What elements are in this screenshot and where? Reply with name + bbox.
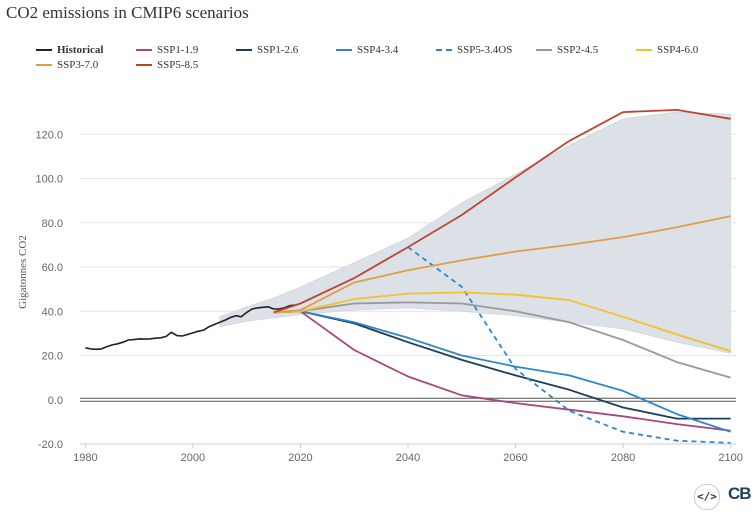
legend-swatch	[336, 49, 352, 52]
legend-item-ssp4-6-0[interactable]: SSP4-6.0	[636, 43, 736, 58]
x-axis-ticks: 1980 2000 2020 2040 2060 2080 2100	[73, 443, 743, 464]
legend-label: SSP3-7.0	[57, 59, 99, 71]
legend-item-ssp2-4-5[interactable]: SSP2-4.5	[536, 43, 636, 58]
y-axis-label: Gigatonnes CO2	[17, 235, 29, 309]
legend-swatch	[636, 49, 652, 52]
y-tick-label: 60.0	[42, 262, 63, 274]
legend-item-ssp1-1-9[interactable]: SSP1-1.9	[136, 43, 236, 58]
x-tick-label: 2020	[288, 452, 312, 464]
x-tick-label: 2080	[611, 452, 635, 464]
series-line-ssp3-7-0[interactable]	[273, 215, 731, 314]
series-line-ssp4-6-0[interactable]	[273, 291, 731, 352]
series-line-ssp2-4-5[interactable]	[273, 301, 731, 379]
y-tick-label: 80.0	[42, 218, 63, 230]
chart-title: CO2 emissions in CMIP6 scenarios	[6, 3, 249, 22]
legend-swatch	[136, 49, 152, 52]
legend-label: SSP1-1.9	[157, 44, 199, 56]
legend-swatch	[136, 64, 152, 67]
y-tick-label: 100.0	[35, 174, 63, 186]
x-tick-label: 1980	[73, 452, 97, 464]
uncertainty-band-group	[219, 111, 731, 354]
legend-item-historical[interactable]: Historical	[36, 43, 136, 58]
legend-swatch	[536, 49, 552, 52]
code-icon[interactable]: </>	[694, 484, 720, 510]
x-tick-label: 2100	[718, 452, 742, 464]
legend-label: SSP4-3.4	[357, 44, 399, 56]
legend-item-ssp4-3-4[interactable]: SSP4-3.4	[336, 43, 436, 58]
y-axis-ticks: -20.0 0.0 20.0 40.0 60.0 80.0 100.0 120.0	[35, 129, 63, 451]
series-line-ssp5-8-5[interactable]	[273, 109, 731, 314]
legend-item-ssp5-3-4os[interactable]: SSP5-3.4OS	[436, 43, 536, 58]
legend-swatch	[436, 49, 452, 52]
y-tick-label: 40.0	[42, 306, 63, 318]
legend-label: SSP2-4.5	[557, 44, 599, 56]
legend-label: SSP1-2.6	[257, 44, 299, 56]
series-line-historical[interactable]	[85, 304, 296, 351]
legend-label: SSP5-8.5	[157, 59, 199, 71]
cb-logo: CB	[728, 484, 752, 503]
zero-line-group	[80, 397, 736, 402]
y-tick-label: -20.0	[38, 439, 63, 451]
legend-label: Historical	[57, 44, 104, 56]
legend-label: SSP5-3.4OS	[457, 44, 513, 56]
y-tick-label: 0.0	[48, 395, 63, 407]
y-tick-label: 20.0	[42, 351, 63, 363]
legend-item-ssp1-2-6[interactable]: SSP1-2.6	[236, 43, 336, 58]
y-tick-label: 120.0	[35, 129, 63, 141]
legend-swatch	[36, 49, 52, 52]
x-tick-label: 2000	[181, 452, 205, 464]
legend-item-ssp3-7-0[interactable]: SSP3-7.0	[36, 58, 136, 73]
legend-item-ssp5-8-5[interactable]: SSP5-8.5	[136, 58, 236, 73]
x-tick-label: 2040	[396, 452, 420, 464]
series-line-ssp4-3-4[interactable]	[273, 310, 731, 433]
legend-label: SSP4-6.0	[657, 44, 699, 56]
legend-swatch	[36, 64, 52, 67]
x-tick-label: 2060	[503, 452, 527, 464]
series-group	[85, 109, 731, 444]
series-line-ssp5-3-4os[interactable]	[407, 246, 731, 444]
legend-swatch	[236, 49, 252, 52]
series-line-ssp1-1-9[interactable]	[273, 310, 731, 432]
uncertainty-band	[219, 111, 731, 354]
legend: Historical SSP1-1.9 SSP1-2.6 SSP4-3.4 SSP5-3…	[36, 43, 751, 73]
